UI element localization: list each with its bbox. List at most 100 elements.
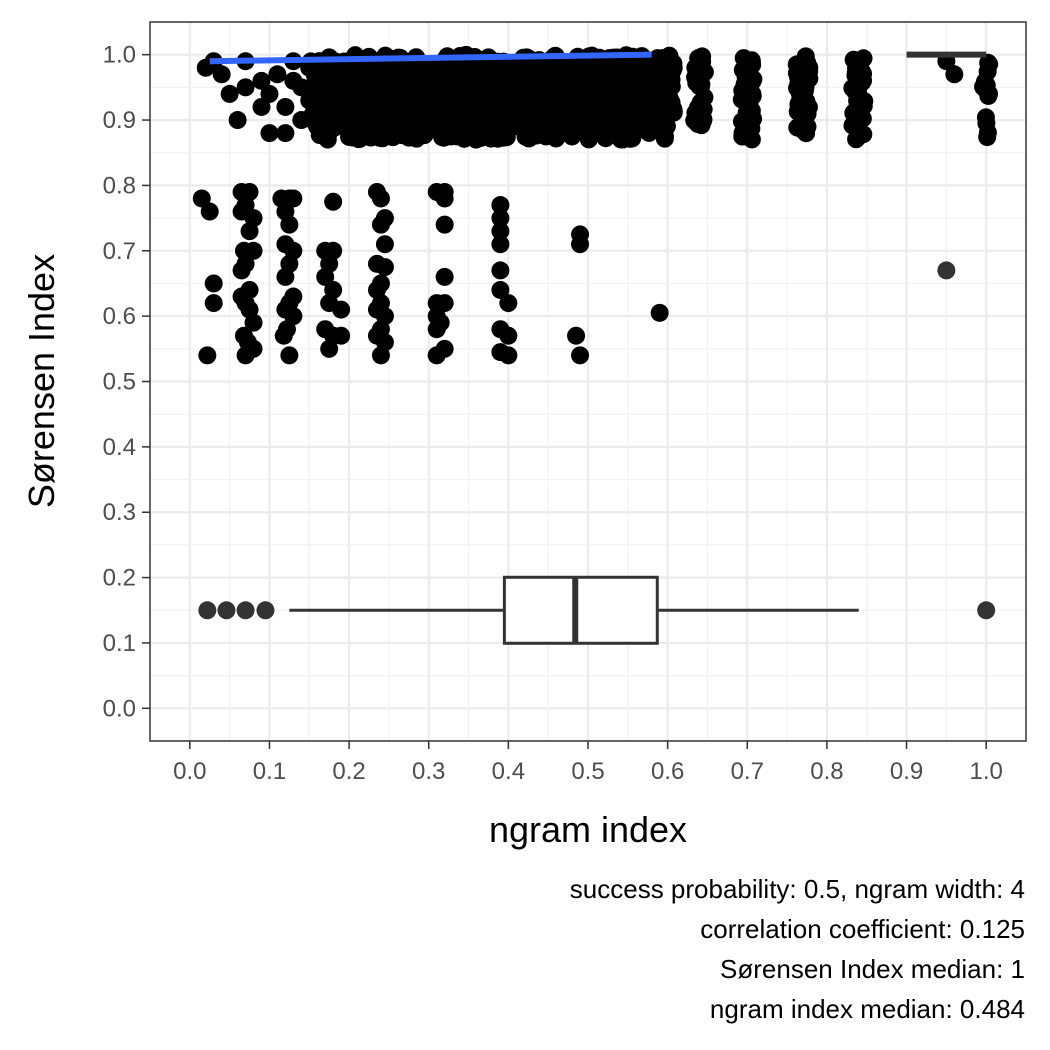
y-tick-label: 0.0 — [103, 695, 136, 722]
data-point — [284, 189, 303, 208]
y-tick-label: 1.0 — [103, 42, 136, 69]
data-point — [512, 87, 531, 106]
data-point — [660, 46, 679, 65]
boxplots — [198, 51, 996, 645]
box — [502, 575, 659, 645]
y-tick-label: 0.3 — [103, 499, 136, 526]
outlier-point — [217, 601, 236, 620]
data-point — [937, 261, 956, 280]
data-point — [244, 241, 263, 260]
y-axis-title: Sørensen Index — [21, 254, 62, 508]
data-point — [799, 98, 818, 117]
data-point — [690, 77, 709, 96]
data-point — [945, 65, 964, 84]
data-point — [744, 109, 763, 128]
data-point — [691, 104, 710, 123]
data-point — [499, 346, 518, 365]
y-tick-label: 0.1 — [103, 630, 136, 657]
data-point — [280, 346, 299, 365]
data-point — [693, 52, 712, 71]
caption-line-2: correlation coefficient: 0.125 — [700, 914, 1025, 944]
data-point — [480, 116, 499, 135]
caption-line-4: ngram index median: 0.484 — [710, 994, 1025, 1024]
data-point — [975, 72, 994, 91]
data-point — [220, 84, 239, 103]
data-point — [430, 99, 449, 118]
caption-line-1: success probability: 0.5, ngram width: 4 — [570, 874, 1025, 904]
data-point — [300, 58, 319, 77]
data-point — [316, 71, 335, 90]
data-point — [435, 189, 454, 208]
data-point — [236, 78, 255, 97]
data-point — [588, 57, 607, 76]
data-point — [228, 111, 247, 130]
data-point — [204, 274, 223, 293]
data-point — [427, 320, 446, 339]
data-point — [493, 81, 512, 100]
data-point — [435, 339, 454, 358]
data-point — [854, 64, 873, 83]
data-point — [236, 346, 255, 365]
data-point — [491, 222, 510, 241]
y-tick-label: 0.8 — [103, 172, 136, 199]
data-point — [848, 115, 867, 134]
data-point — [447, 114, 466, 133]
data-point — [240, 222, 259, 241]
x-tick-label: 0.2 — [332, 758, 365, 785]
data-point — [491, 196, 510, 215]
data-point — [653, 112, 672, 131]
x-tick-label: 0.9 — [890, 758, 923, 785]
data-point — [198, 346, 217, 365]
data-point — [332, 300, 351, 319]
data-point — [292, 111, 311, 130]
data-point — [397, 110, 416, 129]
data-point — [332, 58, 351, 77]
data-point — [399, 128, 418, 147]
data-point — [276, 97, 295, 116]
data-point — [292, 78, 311, 97]
data-point — [200, 202, 219, 221]
data-point — [499, 294, 518, 313]
data-point — [316, 267, 335, 286]
data-point — [375, 258, 394, 277]
data-point — [567, 326, 586, 345]
x-tick-label: 0.5 — [571, 758, 604, 785]
data-point — [855, 92, 874, 111]
data-point — [435, 294, 454, 313]
data-point — [192, 189, 211, 208]
data-point — [300, 91, 319, 110]
data-point — [571, 346, 590, 365]
data-point — [461, 105, 480, 124]
outlier-point — [236, 601, 255, 620]
data-point — [252, 71, 271, 90]
x-tick-label: 0.3 — [412, 758, 445, 785]
caption-line-3: Sørensen Index median: 1 — [720, 954, 1025, 984]
x-tick-label: 1.0 — [969, 758, 1002, 785]
data-point — [308, 117, 327, 136]
data-point — [493, 127, 512, 146]
data-point — [324, 192, 343, 211]
data-point — [527, 99, 546, 118]
data-point — [655, 127, 674, 146]
data-point — [622, 128, 641, 147]
data-point — [572, 119, 591, 138]
data-point — [491, 280, 510, 299]
data-point — [276, 124, 295, 143]
data-point — [739, 56, 758, 75]
data-point — [371, 346, 390, 365]
data-point — [791, 78, 810, 97]
data-point — [375, 235, 394, 254]
data-point — [371, 215, 390, 234]
data-point — [658, 86, 677, 105]
data-point — [320, 339, 339, 358]
data-point — [332, 326, 351, 345]
data-point — [204, 294, 223, 313]
data-point — [276, 267, 295, 286]
data-point — [594, 125, 613, 144]
regression-line — [209, 51, 652, 65]
data-points — [192, 45, 999, 365]
data-point — [571, 235, 590, 254]
data-point — [260, 84, 279, 103]
data-point — [371, 189, 390, 208]
y-tick-label: 0.5 — [103, 369, 136, 396]
